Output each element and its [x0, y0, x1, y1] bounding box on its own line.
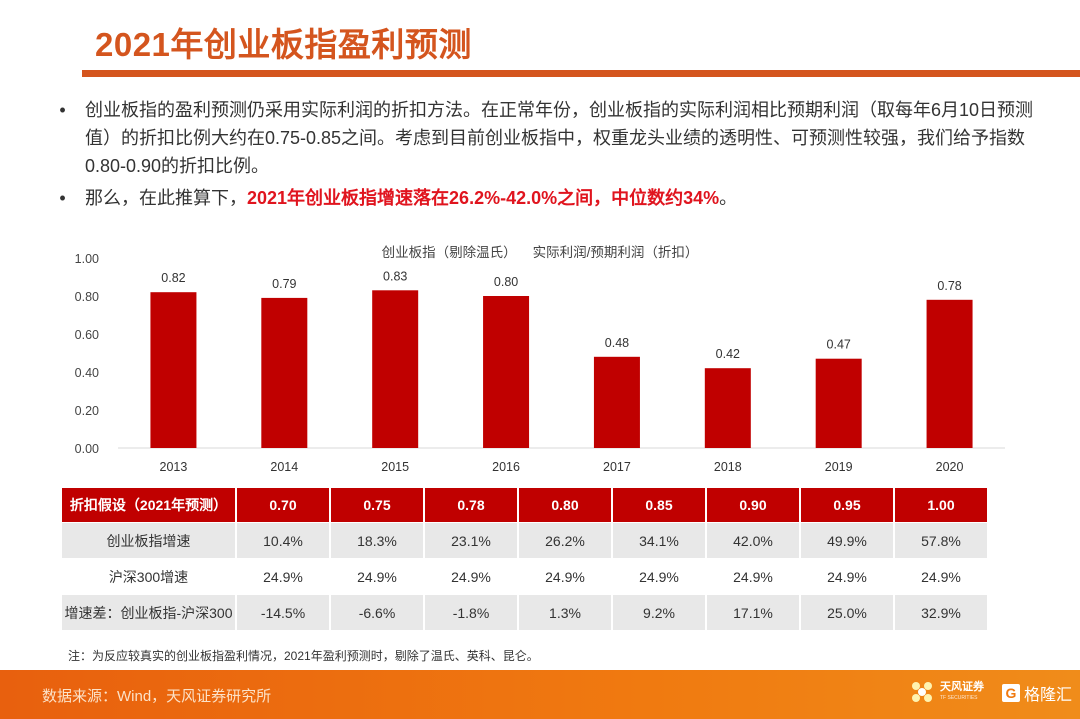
y-tick-label: 0.40: [75, 366, 99, 380]
data-source: 数据来源：Wind，天风证券研究所: [42, 688, 272, 705]
table-cell: 26.2%: [518, 522, 613, 559]
y-tick-label: 0.60: [75, 328, 99, 342]
data-label: 0.83: [383, 269, 407, 283]
row-label: 沪深300增速: [62, 558, 237, 595]
bullet-item: • 那么，在此推算下，2021年创业板指增速落在26.2%-42.0%之间，中位…: [40, 184, 1050, 212]
table-cell: 24.9%: [330, 558, 425, 595]
table-cell: 0.85: [612, 488, 707, 523]
bullet-dot-icon: •: [59, 100, 66, 120]
bullet-highlight: 2021年创业板指增速落在26.2%-42.0%之间，中位数约34%: [247, 188, 720, 208]
x-tick-label: 2020: [936, 460, 964, 474]
table-cell: 57.8%: [894, 522, 989, 559]
bar-2020: [926, 299, 973, 448]
table-cell: 0.90: [706, 488, 801, 523]
table-cell: 18.3%: [330, 522, 425, 559]
table-cell: 25.0%: [800, 594, 895, 631]
table-cell: 24.9%: [612, 558, 707, 595]
table-cell: 0.95: [800, 488, 895, 523]
table-cell: 24.9%: [894, 558, 989, 595]
chart-title-part: 创业板指（剔除温氏）: [381, 245, 517, 260]
row-label: 创业板指增速: [62, 522, 237, 559]
data-label: 0.78: [937, 279, 961, 293]
page-title: 2021年创业板指盈利预测: [95, 26, 472, 63]
forecast-table: 折扣假设（2021年预测） 0.70 0.75 0.78 0.80 0.85 0.90 0.9…: [62, 488, 989, 631]
tf-logo-text: 天风证券: [940, 681, 984, 693]
chart-canvas: 0.00 0.20 0.40 0.60 0.80 1.00 0.82 2013 0.79 2014…: [75, 252, 1005, 474]
table-row: 创业板指增速 10.4% 18.3% 23.1% 26.2% 34.1% 42.0% 49.9…: [62, 522, 989, 559]
data-label: 0.47: [827, 338, 851, 352]
x-tick-label: 2014: [270, 460, 298, 474]
table-row: 沪深300增速 24.9% 24.9% 24.9% 24.9% 24.9% 24.9% 24.…: [62, 558, 989, 595]
x-tick-label: 2018: [714, 460, 742, 474]
bar-2013: [150, 292, 197, 448]
table-cell: 1.00: [894, 488, 989, 523]
bar-chart: 创业板指（剔除温氏） 实际利润/预期利润（折扣） 0.00 0.20 0.40 0.60…: [0, 235, 1080, 485]
bullet-list: • 创业板指的盈利预测仍采用实际利润的折扣方法。在正常年份，创业板指的实际利润相…: [40, 96, 1050, 216]
tf-securities-logo: 天风证券 TF SECURITIES: [912, 682, 984, 704]
data-label: 0.42: [716, 347, 740, 361]
footer-bar: 数据来源：Wind，天风证券研究所 天风证券 TF SECURITIES G 格隆…: [0, 670, 1080, 719]
bullet-item: • 创业板指的盈利预测仍采用实际利润的折扣方法。在正常年份，创业板指的实际利润相…: [40, 96, 1050, 180]
x-tick-label: 2013: [160, 460, 188, 474]
bullet-prefix: 那么，在此推算下，: [85, 188, 247, 208]
x-tick-label: 2016: [492, 460, 520, 474]
table-cell: 0.80: [518, 488, 613, 523]
chart-title: 创业板指（剔除温氏） 实际利润/预期利润（折扣）: [0, 241, 1080, 261]
flower-icon: [912, 682, 934, 704]
gelonghui-mark-icon: G: [1002, 684, 1020, 702]
footnote: 注：为反应较真实的创业板指盈利情况，2021年盈利预测时，剔除了温氏、英科、昆仑…: [68, 649, 539, 663]
data-label: 0.48: [605, 336, 629, 350]
bullet-dot-icon: •: [59, 188, 66, 208]
table-cell: -6.6%: [330, 594, 425, 631]
data-label: 0.82: [161, 271, 185, 285]
y-tick-label: 0.20: [75, 404, 99, 418]
table-cell: 49.9%: [800, 522, 895, 559]
row-label: 折扣假设（2021年预测）: [62, 488, 237, 523]
row-label: 增速差：创业板指-沪深300: [62, 594, 237, 631]
data-label: 0.79: [272, 277, 296, 291]
x-tick-label: 2019: [825, 460, 853, 474]
table-row: 增速差：创业板指-沪深300 -14.5% -6.6% -1.8% 1.3% 9.2% 17…: [62, 594, 989, 631]
x-tick-label: 2017: [603, 460, 631, 474]
bar-2018: [704, 368, 751, 448]
bar-2017: [593, 356, 640, 448]
table-cell: 24.9%: [706, 558, 801, 595]
table-cell: 24.9%: [424, 558, 519, 595]
table-cell: 32.9%: [894, 594, 989, 631]
y-tick-label: 1.00: [75, 252, 99, 266]
table-cell: 0.75: [330, 488, 425, 523]
gelonghui-logo: G 格隆汇: [1002, 681, 1072, 705]
tf-logo-subtext: TF SECURITIES: [940, 695, 978, 701]
table-cell: 10.4%: [236, 522, 331, 559]
table-cell: 42.0%: [706, 522, 801, 559]
bar-2015: [372, 290, 419, 448]
table-cell: 24.9%: [236, 558, 331, 595]
data-label: 0.80: [494, 275, 518, 289]
bullet-suffix: 。: [719, 188, 738, 208]
table-cell: 1.3%: [518, 594, 613, 631]
table-cell: 34.1%: [612, 522, 707, 559]
table-cell: 17.1%: [706, 594, 801, 631]
table-cell: -1.8%: [424, 594, 519, 631]
chart-title-part: 实际利润/预期利润（折扣）: [532, 245, 699, 260]
table-cell: 0.78: [424, 488, 519, 523]
bullet-text: 创业板指的盈利预测仍采用实际利润的折扣方法。在正常年份，创业板指的实际利润相比预…: [85, 100, 1034, 176]
table-cell: 23.1%: [424, 522, 519, 559]
y-tick-label: 0.00: [75, 442, 99, 456]
table-cell: 24.9%: [800, 558, 895, 595]
x-tick-label: 2015: [381, 460, 409, 474]
bar-2019: [815, 358, 862, 448]
table-cell: 0.70: [236, 488, 331, 523]
bullet-text: 那么，在此推算下，2021年创业板指增速落在26.2%-42.0%之间，中位数约…: [85, 184, 1050, 212]
table-cell: -14.5%: [236, 594, 331, 631]
gelonghui-logo-text: 格隆汇: [1024, 687, 1073, 704]
table-header-row: 折扣假设（2021年预测） 0.70 0.75 0.78 0.80 0.85 0.90 0.9…: [62, 488, 989, 523]
bar-2016: [483, 296, 530, 448]
table-cell: 24.9%: [518, 558, 613, 595]
bar-2014: [261, 297, 308, 448]
y-tick-label: 0.80: [75, 290, 99, 304]
title-divider: [82, 70, 1080, 77]
table-cell: 9.2%: [612, 594, 707, 631]
